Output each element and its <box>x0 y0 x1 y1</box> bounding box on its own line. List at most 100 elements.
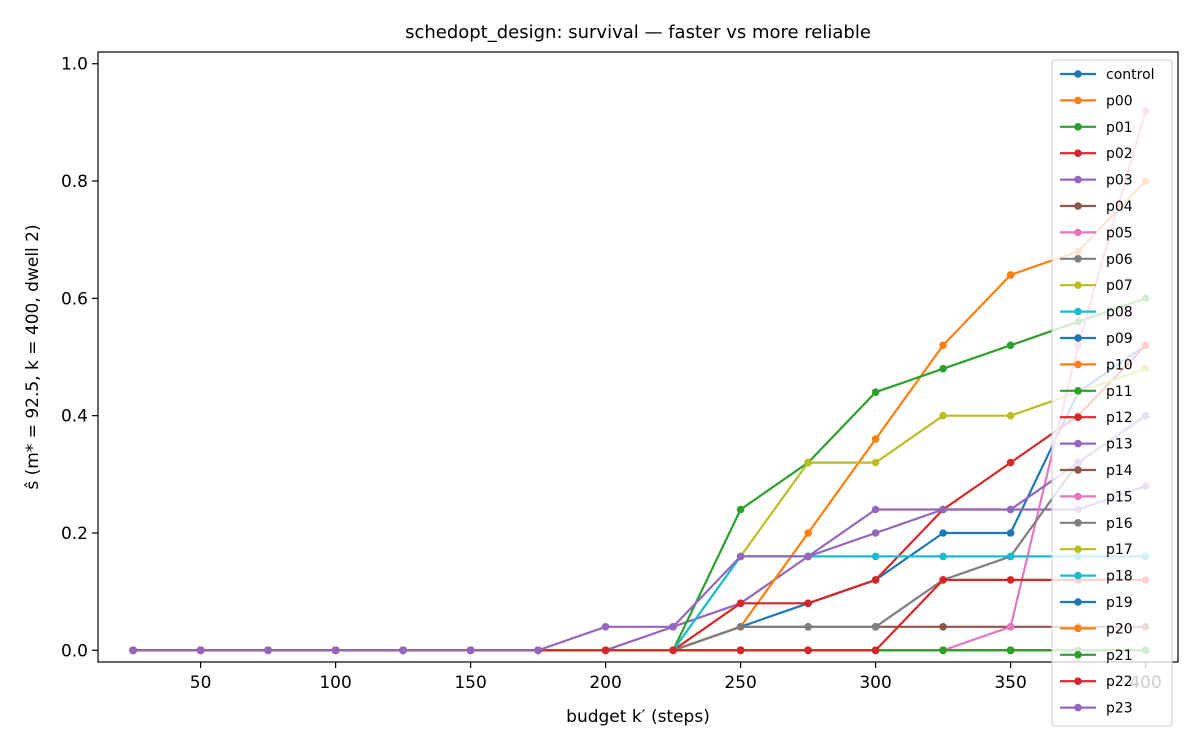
legend-marker <box>1074 703 1082 712</box>
x-tick-label: 50 <box>190 673 212 693</box>
data-point-p17 <box>1006 411 1015 420</box>
data-point-control <box>1006 529 1015 537</box>
legend-label: p05 <box>1106 225 1133 241</box>
legend-item-p02: p02 <box>1060 146 1133 162</box>
legend-marker <box>1074 413 1082 422</box>
x-tick-label: 300 <box>859 673 891 693</box>
legend-label: p09 <box>1106 331 1133 347</box>
data-point-p17 <box>804 458 812 467</box>
legend-marker <box>1074 598 1082 606</box>
legend-item-p21: p21 <box>1060 648 1133 664</box>
legend-label: p13 <box>1106 437 1133 453</box>
series-line-p23 <box>133 414 1147 652</box>
y-tick-label: 0.4 <box>61 407 88 427</box>
legend-marker <box>1074 228 1082 237</box>
legend-label: p00 <box>1106 93 1133 109</box>
data-point-p23 <box>669 623 677 631</box>
plot-frame <box>97 51 1179 663</box>
legend-label: control <box>1106 67 1155 83</box>
legend-item-p15: p15 <box>1060 489 1133 505</box>
legend: control p00 p01 p02 p03 p04 p05 p06 p07 p08 p09 p10… <box>1051 59 1173 727</box>
data-point-p17 <box>871 458 880 467</box>
data-point-p21 <box>1006 646 1015 655</box>
data-point-p12 <box>804 599 812 608</box>
series-line-p18 <box>133 555 1146 652</box>
data-point-p15 <box>1006 623 1015 631</box>
data-point-p23 <box>534 646 542 655</box>
legend-item-p06: p06 <box>1060 252 1133 268</box>
legend-item-p01: p01 <box>1060 120 1133 136</box>
series-control <box>129 341 1150 655</box>
x-tick-label: 250 <box>724 673 756 693</box>
legend-marker <box>1074 96 1082 105</box>
series-p22 <box>129 576 1150 655</box>
data-point-p11 <box>1006 341 1015 350</box>
data-point-p16 <box>736 623 745 631</box>
data-point-p12 <box>871 576 880 584</box>
x-tick-label: 350 <box>994 673 1026 693</box>
legend-item-p19: p19 <box>1060 595 1133 611</box>
legend-marker <box>1074 307 1082 316</box>
legend-item-p08: p08 <box>1060 305 1133 321</box>
y-tick-label: 1.0 <box>61 55 88 75</box>
series-p15 <box>129 106 1150 655</box>
legend-marker <box>1074 175 1082 184</box>
legend-label: p06 <box>1106 252 1133 268</box>
legend-label: p17 <box>1106 542 1133 558</box>
data-point-p03 <box>871 529 880 537</box>
data-point-p10 <box>804 529 812 537</box>
legend-item-p03: p03 <box>1060 173 1133 189</box>
data-point-p10 <box>939 341 947 350</box>
data-point-p11 <box>939 364 947 373</box>
legend-marker <box>1074 387 1082 395</box>
legend-marker <box>1074 149 1082 157</box>
data-point-p22 <box>736 646 745 655</box>
data-point-p21 <box>939 646 947 655</box>
legend-label: p04 <box>1106 199 1133 215</box>
legend-item-p12: p12 <box>1060 410 1133 426</box>
legend-label: p07 <box>1106 278 1133 294</box>
data-point-p22 <box>601 646 610 655</box>
y-tick-label: 0.8 <box>61 172 88 192</box>
y-axis: 0.0 0.2 0.4 0.6 0.8 1.0 <box>61 55 98 661</box>
data-point-p23 <box>939 505 947 514</box>
data-point-p11 <box>871 388 880 397</box>
x-tick-label: 150 <box>454 673 486 693</box>
legend-label: p21 <box>1106 648 1133 664</box>
data-point-p23 <box>466 646 475 655</box>
data-point-p18 <box>871 552 880 561</box>
legend-label: p19 <box>1106 595 1133 611</box>
legend-label: p14 <box>1106 463 1133 479</box>
series-p11 <box>129 294 1150 655</box>
data-point-p16 <box>804 623 812 631</box>
data-point-p17 <box>939 411 947 420</box>
data-point-p23 <box>736 552 745 561</box>
data-point-p23 <box>804 552 812 561</box>
legend-marker <box>1074 202 1082 210</box>
legend-label: p03 <box>1106 173 1133 189</box>
plot-area <box>129 106 1150 655</box>
legend-item-control: control <box>1060 67 1155 83</box>
data-point-p23 <box>129 646 137 655</box>
legend-label: p16 <box>1106 516 1133 532</box>
legend-marker <box>1074 466 1082 474</box>
legend-item-p14: p14 <box>1060 463 1133 479</box>
legend-marker <box>1074 334 1082 342</box>
legend-item-p11: p11 <box>1060 384 1133 400</box>
data-point-p10 <box>871 435 880 443</box>
legend-marker <box>1074 492 1082 501</box>
x-tick-label: 100 <box>319 673 351 693</box>
legend-marker <box>1074 571 1082 580</box>
data-point-p23 <box>399 646 407 655</box>
legend-item-p18: p18 <box>1060 569 1133 585</box>
legend-item-p16: p16 <box>1060 516 1133 532</box>
legend-marker <box>1074 624 1082 633</box>
data-point-p23 <box>1006 505 1015 514</box>
data-point-p23 <box>331 646 340 655</box>
data-point-p23 <box>196 646 205 655</box>
series-line-p03 <box>133 484 1146 652</box>
x-tick-label: 200 <box>589 673 621 693</box>
series-line-control <box>133 344 1147 652</box>
legend-label: p10 <box>1106 357 1133 373</box>
legend-marker <box>1074 519 1082 527</box>
